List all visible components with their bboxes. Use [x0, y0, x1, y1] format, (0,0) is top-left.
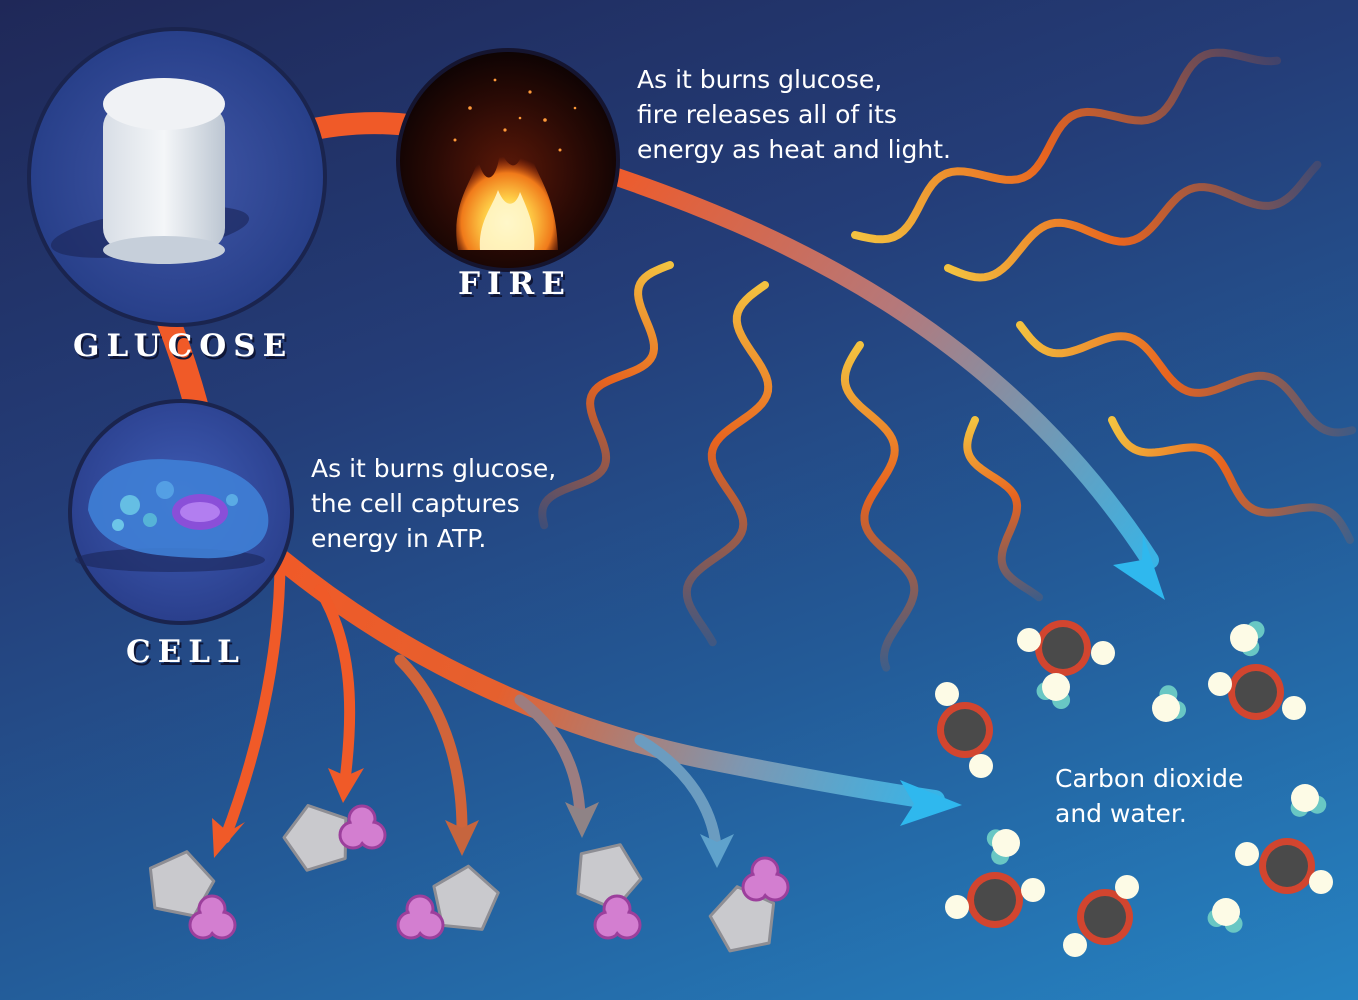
carbon-dioxide-molecule-icon: [1063, 875, 1139, 957]
atp-molecule-icon: [282, 804, 387, 872]
atp-branch-arrows: [219, 554, 722, 852]
heat-wave: [538, 261, 674, 530]
water-molecule-icon: [1152, 685, 1187, 722]
heat-wave: [851, 48, 1282, 244]
atp-branch-arrowheads: [212, 768, 734, 868]
fire-caption-line-3: energy as heat and light.: [637, 135, 951, 164]
cell-energy-arrow: [272, 550, 945, 810]
water-molecule-icon: [986, 829, 1020, 865]
heat-light-waves: [538, 48, 1357, 672]
products-caption-line-2: and water.: [1055, 799, 1187, 828]
atp-molecule-icon: [148, 850, 237, 940]
glucose-illustration: [27, 27, 327, 327]
heat-wave: [963, 416, 1043, 602]
carbon-dioxide-molecule-icon: [1208, 664, 1306, 720]
cell-arrow-head: [900, 780, 962, 826]
fire-energy-arrow: [581, 159, 1159, 569]
fire-label: FIRE: [458, 266, 572, 302]
heat-wave: [1016, 321, 1357, 437]
cell-caption-line-2: the cell captures: [311, 489, 520, 518]
cell-caption-line-1: As it burns glucose,: [311, 454, 557, 483]
atp-molecule-icon: [396, 864, 500, 940]
water-molecule-icon: [1290, 784, 1327, 817]
cell-illustration: [68, 399, 294, 625]
carbon-dioxide-molecule-icon: [1017, 620, 1115, 676]
heat-wave: [840, 341, 919, 672]
cell-caption: As it burns glucose, the cell captures e…: [311, 451, 556, 556]
products-caption: Carbon dioxide and water.: [1055, 761, 1243, 831]
heat-wave: [682, 281, 773, 647]
marshmallow-icon: [103, 78, 225, 264]
cell-icon: [88, 459, 269, 559]
fire-caption-line-2: fire releases all of its: [637, 100, 897, 129]
fire-arrow-head: [1113, 534, 1165, 600]
glucose-label: GLUCOSE: [73, 328, 294, 364]
carbon-dioxide-molecule-icon: [1235, 838, 1333, 894]
spark-particles: [453, 78, 577, 152]
water-molecule-icon: [1230, 621, 1265, 657]
fire-illustration: [396, 48, 620, 272]
atp-molecules: [148, 804, 790, 953]
atp-molecule-icon: [576, 843, 643, 940]
cell-label: CELL: [126, 634, 246, 670]
fire-caption-line-1: As it burns glucose,: [637, 65, 883, 94]
water-molecule-icon: [1207, 898, 1243, 933]
atp-molecule-icon: [708, 856, 790, 953]
water-molecule-icon: [1036, 673, 1071, 710]
cell-caption-line-3: energy in ATP.: [311, 524, 487, 553]
fire-caption: As it burns glucose, fire releases all o…: [637, 62, 951, 167]
product-molecules: [935, 620, 1333, 957]
heat-wave: [1108, 416, 1354, 544]
products-caption-line-1: Carbon dioxide: [1055, 764, 1244, 793]
carbon-dioxide-molecule-icon: [945, 872, 1045, 928]
flame-icon: [456, 140, 558, 250]
heat-wave: [944, 160, 1322, 282]
carbon-dioxide-molecule-icon: [935, 682, 993, 778]
